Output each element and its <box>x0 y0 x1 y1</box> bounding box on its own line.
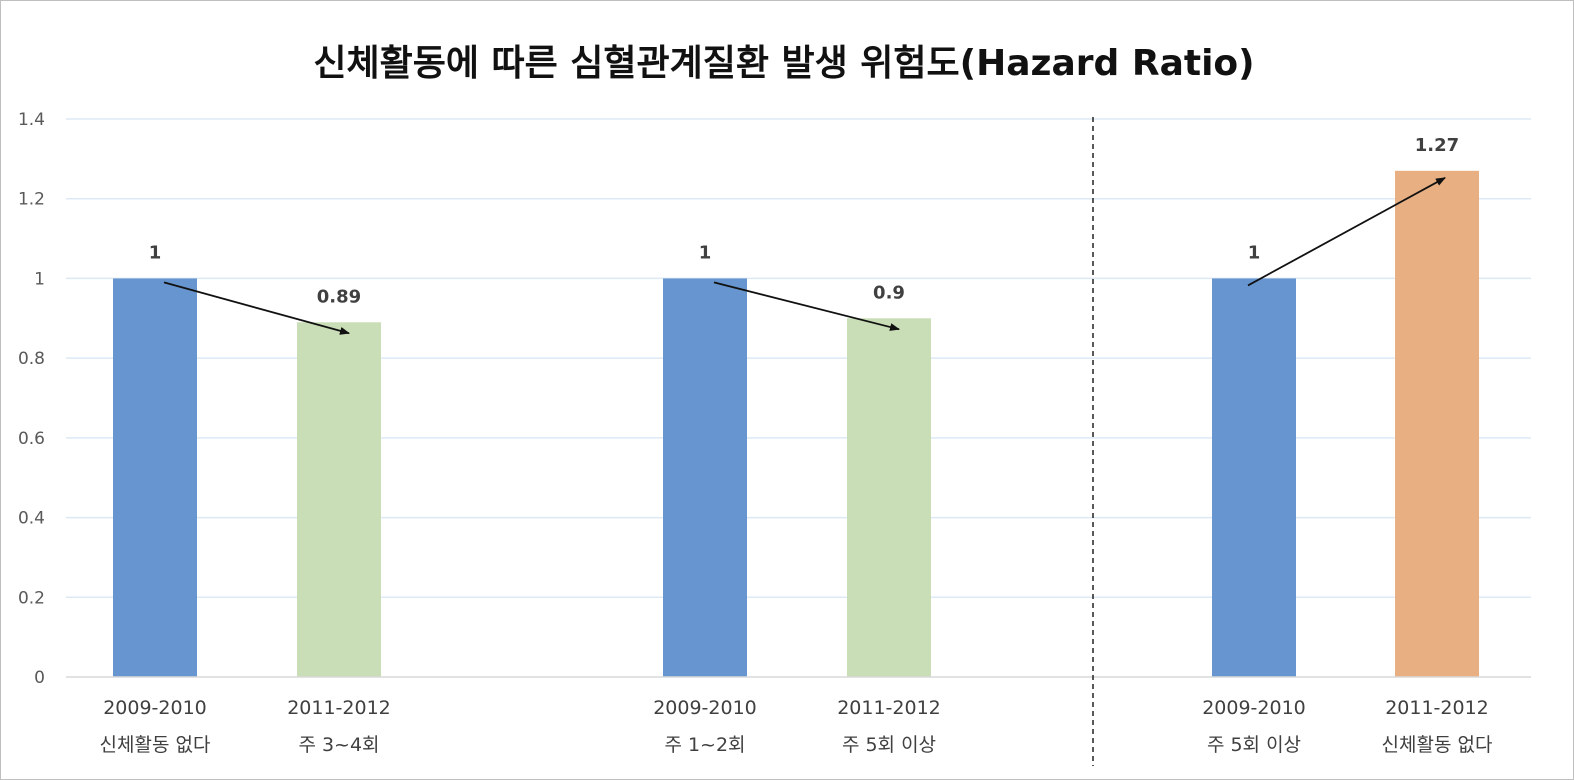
data-label: 0.89 <box>317 286 361 307</box>
category-activity-label: 주 5회 이상 <box>842 734 936 756</box>
category-period-label: 2009-2010 <box>653 697 757 719</box>
y-axis-ticks: 0 0.2 0.4 0.6 0.8 1 1.2 1.4 <box>18 110 45 688</box>
data-label: 1 <box>149 242 162 263</box>
y-tick-label: 0.4 <box>18 509 45 529</box>
bar-2009-2010-group-3 <box>1212 278 1296 677</box>
category-period-label: 2011-2012 <box>1385 697 1489 719</box>
data-label: 1.27 <box>1415 135 1459 156</box>
category-activity-label: 주 5회 이상 <box>1207 734 1301 756</box>
bar-2011-2012-group-1 <box>297 322 381 677</box>
bars <box>113 170 1479 678</box>
category-activity-label: 주 3~4회 <box>298 734 379 756</box>
y-tick-label: 0.2 <box>18 588 45 608</box>
y-tick-label: 0.6 <box>18 429 45 449</box>
bar-2011-2012-group-2 <box>847 318 931 677</box>
trend-arrow <box>163 281 350 335</box>
bar-2009-2010-group-2 <box>663 278 747 677</box>
bar-2009-2010-group-1 <box>113 278 197 677</box>
data-label: 1 <box>1248 242 1261 263</box>
bar-2011-2012-group-3 <box>1395 170 1479 678</box>
category-period-label: 2011-2012 <box>837 697 941 719</box>
category-period-label: 2011-2012 <box>287 697 391 719</box>
trend-arrow <box>1247 177 1446 287</box>
category-period-label: 2009-2010 <box>1202 697 1306 719</box>
data-labels: 1 0.89 1 0.9 1 1.27 <box>149 135 1459 307</box>
gridlines <box>66 118 1531 599</box>
x-axis-category-labels: 2009-2010 신체활동 없다 2011-2012 주 3~4회 2009-2010… <box>100 697 1493 756</box>
data-label: 0.9 <box>873 282 905 303</box>
chart-title: 신체활동에 따른 심혈관계질환 발생 위험도(Hazard Ratio) <box>313 43 1254 84</box>
trend-arrow <box>713 281 900 331</box>
category-activity-label: 신체활동 없다 <box>100 734 211 756</box>
y-tick-label: 1.4 <box>18 110 45 130</box>
category-activity-label: 주 1~2회 <box>664 734 745 756</box>
trend-arrows <box>163 177 1446 335</box>
y-tick-label: 0 <box>34 668 45 688</box>
y-tick-label: 1 <box>34 269 45 289</box>
data-label: 1 <box>699 242 712 263</box>
category-period-label: 2009-2010 <box>103 697 207 719</box>
y-tick-label: 1.2 <box>18 190 45 210</box>
y-tick-label: 0.8 <box>18 349 45 369</box>
category-activity-label: 신체활동 없다 <box>1382 734 1493 756</box>
